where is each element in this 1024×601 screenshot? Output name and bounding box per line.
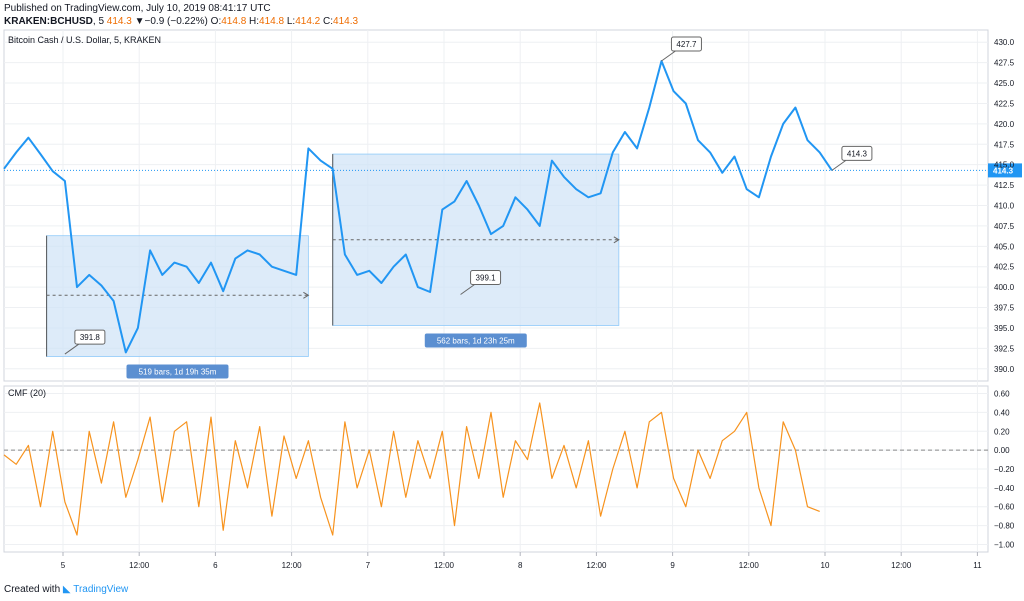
low-value: 414.2 xyxy=(295,16,321,27)
callout-label: 414.3 xyxy=(847,149,868,158)
price-y-tick: 412.5 xyxy=(994,181,1015,190)
callout-box xyxy=(841,145,873,161)
time-tick-label: 8 xyxy=(518,561,523,570)
open-value: 414.8 xyxy=(221,16,247,27)
time-tick-label: 12:00 xyxy=(739,561,760,570)
time-tick-label: 9 xyxy=(670,561,675,570)
price-y-tick: 397.5 xyxy=(994,304,1015,313)
price-y-tick: 405.0 xyxy=(994,242,1015,251)
price-y-tick: 415.0 xyxy=(994,161,1015,170)
price-series-line xyxy=(3,60,833,354)
time-tick-label: 12:00 xyxy=(129,561,150,570)
price-y-tick: 425.0 xyxy=(994,79,1015,88)
cmf-series-line xyxy=(3,402,820,536)
symbol-line: KRAKEN:BCHUSD, 5 414.3 ▼−0.9 (−0.22%) O:… xyxy=(4,16,359,27)
range-box-arrow-icon xyxy=(613,236,620,244)
c-label: C: xyxy=(323,16,334,27)
callout-leader xyxy=(460,284,475,295)
price-y-tick: 422.5 xyxy=(994,99,1015,108)
interval: 5 xyxy=(98,16,105,27)
range-box-badge xyxy=(126,364,229,379)
price-y-tick: 392.5 xyxy=(994,344,1015,353)
callout-leader xyxy=(661,50,676,62)
axes: 430.0 427.5 425.0 422.5 420.0 417.5 415.0 412.5… xyxy=(61,38,1015,570)
callout-box xyxy=(670,36,702,52)
cmf-y-tick: 0.00 xyxy=(994,446,1010,455)
price-layer: 414.3 391.8 399.1 427.7 414.3 xyxy=(3,36,1022,355)
price-y-tick: 407.5 xyxy=(994,222,1015,231)
price-y-tick: 390.0 xyxy=(994,365,1015,374)
cmf-layer xyxy=(3,402,988,536)
range-box xyxy=(332,153,620,326)
change: −0.9 (−0.22%) xyxy=(144,16,208,27)
cmf-title: CMF (20) xyxy=(8,388,46,398)
time-tick-label: 6 xyxy=(213,561,218,570)
callout-box xyxy=(470,269,502,285)
cmf-y-tick: −1.00 xyxy=(994,540,1015,549)
l-label: L: xyxy=(286,16,296,27)
time-tick-label: 5 xyxy=(61,561,66,570)
cmf-y-tick: −0.60 xyxy=(994,503,1015,512)
price-y-tick: 395.0 xyxy=(994,324,1015,333)
tradingview-logo-icon: ◣ xyxy=(62,584,71,595)
callout-leader xyxy=(64,343,80,355)
callout-label: 427.7 xyxy=(676,40,697,49)
range-box-arrow-icon xyxy=(303,291,310,299)
time-tick-label: 12:00 xyxy=(891,561,912,570)
price-y-tick: 430.0 xyxy=(994,38,1015,47)
price-y-tick: 402.5 xyxy=(994,263,1015,272)
price-y-tick: 420.0 xyxy=(994,120,1015,129)
range-box-label: 519 bars, 1d 19h 35m xyxy=(139,368,217,377)
callout-label: 391.8 xyxy=(80,333,101,342)
o-label: O: xyxy=(210,16,222,27)
cmf-y-tick: 0.40 xyxy=(994,408,1010,417)
time-tick-label: 7 xyxy=(366,561,371,570)
created-with: Created with xyxy=(4,584,61,595)
callout-label: 399.1 xyxy=(476,273,497,282)
published-line: Published on TradingView.com, July 10, 2… xyxy=(4,3,271,14)
h-label: H: xyxy=(249,16,260,27)
cmf-y-tick: −0.20 xyxy=(994,465,1015,474)
price-y-tick: 417.5 xyxy=(994,140,1015,149)
last-price: 414.3 xyxy=(106,16,132,27)
range-boxes: 519 bars, 1d 19h 35m 562 bars, 1d 23h 25m xyxy=(46,153,620,379)
time-tick-label: 11 xyxy=(973,561,982,570)
time-tick-label: 12:00 xyxy=(282,561,303,570)
callout-leader xyxy=(831,159,847,171)
footer: Created with ◣ TradingView xyxy=(4,584,128,595)
price-y-tick: 410.0 xyxy=(994,202,1015,211)
cmf-y-tick: 0.60 xyxy=(994,390,1010,399)
tradingview-brand[interactable]: TradingView xyxy=(73,584,129,595)
price-chart-title: Bitcoin Cash / U.S. Dollar, 5, KRAKEN xyxy=(8,35,161,45)
cmf-y-tick: −0.40 xyxy=(994,484,1015,493)
cmf-y-tick: −0.80 xyxy=(994,522,1015,531)
range-box-badge xyxy=(424,333,527,348)
change-arrow-icon: ▼ xyxy=(134,16,145,27)
range-box-label: 562 bars, 1d 23h 25m xyxy=(437,336,515,345)
price-y-tick: 400.0 xyxy=(994,283,1015,292)
callout-box xyxy=(74,329,106,345)
last-price-tag xyxy=(988,163,1022,178)
price-y-tick: 427.5 xyxy=(994,59,1015,68)
cmf-y-tick: 0.20 xyxy=(994,427,1010,436)
symbol[interactable]: KRAKEN:BCHUSD xyxy=(4,16,93,27)
time-tick-label: 12:00 xyxy=(434,561,455,570)
high-value: 414.8 xyxy=(259,16,285,27)
last-price-tag-label: 414.3 xyxy=(993,166,1014,175)
time-tick-label: 10 xyxy=(821,561,830,570)
close-value: 414.3 xyxy=(333,16,359,27)
time-tick-label: 12:00 xyxy=(586,561,607,570)
